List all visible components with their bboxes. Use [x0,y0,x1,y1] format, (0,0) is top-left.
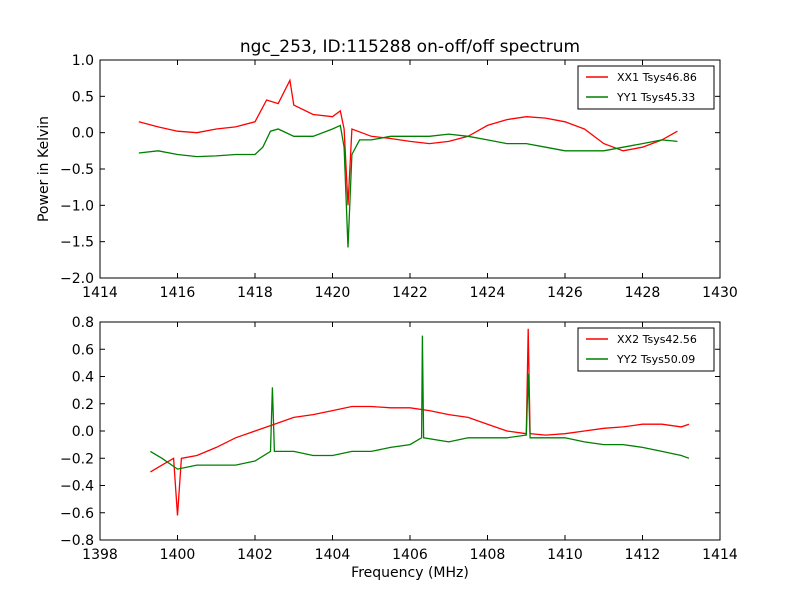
chart-title: ngc_253, ID:115288 on-off/off spectrum [240,37,580,57]
tick-layer: 1414 1416 1418 1420 1422 1424 1426 1428 1430 −2.0… [60,53,738,301]
legend: XX1 Tsys46.86 YY1 Tsys45.33 [577,65,715,110]
y-tick-label: −2.0 [60,271,94,287]
y-tick-label: 0.6 [72,342,94,358]
x-tick-label: 1404 [315,547,351,563]
x-tick-label: 1416 [160,285,196,301]
series-layer [150,328,690,516]
y-tick-label: 0.5 [72,89,94,105]
x-tick-label: 1418 [237,285,273,301]
series-layer [138,78,678,248]
legend-label: XX1 Tsys46.86 [617,71,697,84]
x-tick-label: 1424 [470,285,506,301]
x-tick-label: 1402 [237,547,273,563]
y-tick-label: −0.6 [60,506,94,522]
series-line-yy2 [150,335,690,470]
x-tick-label: 1398 [82,547,118,563]
y-tick-label: −0.4 [60,479,94,495]
y-tick-label: −0.5 [60,162,94,178]
legend-label: YY2 Tsys50.09 [616,353,695,366]
bottom-spectrum-panel: Frequency (MHz) 1398 1400 1402 1404 1406 1408… [60,315,738,581]
x-tick-label: 1406 [392,547,428,563]
legend-box [577,65,715,110]
x-tick-label: 1414 [82,285,118,301]
legend-box [577,327,715,372]
x-tick-label: 1400 [160,547,196,563]
y-tick-label: 0.0 [72,424,94,440]
x-tick-label: 1422 [392,285,428,301]
x-tick-label: 1414 [702,547,738,563]
legend: XX2 Tsys42.56 YY2 Tsys50.09 [577,327,715,372]
y-tick-label: 0.4 [72,370,94,386]
series-line-xx2 [150,328,690,516]
top-spectrum-panel: ngc_253, ID:115288 on-off/off spectrum P… [36,37,738,301]
x-tick-label: 1410 [547,547,583,563]
y-tick-label: −1.5 [60,235,94,251]
tick-layer: 1398 1400 1402 1404 1406 1408 1410 1412 1414 −0.8… [60,315,738,563]
y-axis-label: Power in Kelvin [36,116,52,222]
y-tick-label: 0.2 [72,397,94,413]
y-tick-label: −0.8 [60,533,94,549]
x-tick-label: 1428 [625,285,661,301]
y-tick-label: 1.0 [72,53,94,69]
x-tick-label: 1408 [470,547,506,563]
y-tick-label: −0.2 [60,451,94,467]
x-tick-label: 1426 [547,285,583,301]
legend-label: XX2 Tsys42.56 [617,333,697,346]
y-tick-label: 0.0 [72,126,94,142]
y-tick-label: −1.0 [60,198,94,214]
series-line-yy1 [138,124,678,248]
x-axis-label: Frequency (MHz) [351,565,469,581]
series-line-xx1 [138,78,678,206]
x-tick-label: 1420 [315,285,351,301]
x-tick-label: 1430 [702,285,738,301]
x-tick-label: 1412 [625,547,661,563]
legend-label: YY1 Tsys45.33 [616,91,695,104]
y-tick-label: 0.8 [72,315,94,331]
